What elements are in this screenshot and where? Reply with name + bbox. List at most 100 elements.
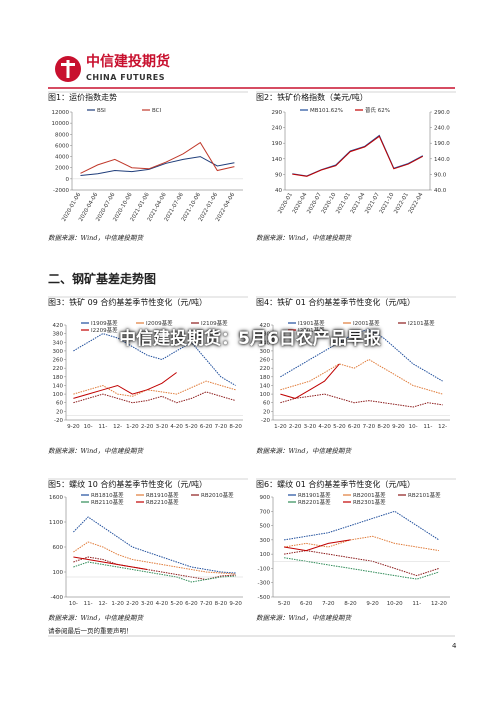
x-tick-label: 3-20 <box>304 424 317 430</box>
y-tick-label: 340 <box>260 340 271 346</box>
y-tick-label: 300 <box>53 349 64 355</box>
x-tick-label: 6-20 <box>185 601 198 607</box>
y-tick-label: 90 <box>275 172 282 178</box>
y-tick-label: 700 <box>260 509 271 515</box>
x-tick-label: 12- <box>98 601 107 607</box>
y-tick-label: 180 <box>260 375 271 381</box>
series-line <box>280 393 443 408</box>
y-tick-label: 140 <box>53 383 64 389</box>
series-line <box>292 135 424 177</box>
series-line <box>73 333 236 386</box>
legend-label: MB101.62% <box>310 108 343 114</box>
y-tick-label: 900 <box>260 495 271 501</box>
y-tick-label: -500 <box>258 595 271 601</box>
legend-label: 普氏 62% <box>365 106 390 114</box>
figure-caption: 图1：运价指数走势 <box>48 92 117 102</box>
y-tick-label: 300 <box>260 349 271 355</box>
x-tick-label: 8-20 <box>215 601 228 607</box>
legend-label: I1909基差 <box>91 319 118 327</box>
y-tick-label: 1600 <box>49 495 63 501</box>
logo-icon <box>66 60 70 78</box>
x-tick-label: 11- <box>423 424 432 430</box>
y-tick-label: 260 <box>53 358 64 364</box>
y-tick-label: 1100 <box>49 520 63 526</box>
x-tick-label: 10- <box>84 424 93 430</box>
y-tick-label: 100 <box>260 392 271 398</box>
legend-label: RB2201基差 <box>298 498 331 506</box>
y-tick-label: 10000 <box>52 121 70 127</box>
x-tick-label: 12-20 <box>431 601 447 607</box>
series-line <box>284 550 440 577</box>
x-tick-label: 4-20 <box>156 601 169 607</box>
x-tick-label: 8-20 <box>344 601 357 607</box>
y-tick-label: 220 <box>53 366 64 372</box>
y-tick-label: 380 <box>53 332 64 338</box>
x-tick-label: 10- <box>69 601 78 607</box>
x-tick-label: 9-20 <box>67 424 80 430</box>
y-tick-label: 100 <box>53 570 64 576</box>
x-tick-label: 2022-04 <box>408 192 425 215</box>
y-tick-label: 20 <box>56 409 63 415</box>
series-line <box>80 156 235 176</box>
legend-label: I2009基差 <box>146 319 173 327</box>
x-tick-label: 2-20 <box>126 601 139 607</box>
figure-caption: 图2：铁矿价格指数（美元/吨） <box>256 92 368 102</box>
x-tick-label: 4-20 <box>170 424 183 430</box>
y-tick-label: 340 <box>53 340 64 346</box>
legend-label: RB2001基差 <box>353 491 386 499</box>
legend-label: RB1910基差 <box>146 491 179 499</box>
y-tick-label: 380 <box>260 332 271 338</box>
logo-en: CHINA FUTURES <box>86 73 165 82</box>
y-tick-label: 140 <box>260 383 271 389</box>
x-tick-label: 9-20 <box>392 424 405 430</box>
y-tick-label: 40 <box>275 188 282 194</box>
y-tick-label: 12000 <box>52 110 70 116</box>
y-tick-label: 20 <box>263 409 270 415</box>
y-tick-label: 290 <box>272 110 283 116</box>
series-line <box>73 380 236 397</box>
x-tick-label: 3-20 <box>141 601 154 607</box>
series-line <box>73 372 177 399</box>
y-tick-label: 190 <box>272 141 283 147</box>
y-tick-label: -20 <box>54 418 63 424</box>
y-tick-label: 600 <box>53 545 64 551</box>
x-tick-label: 10-20 <box>387 601 403 607</box>
legend-label: RB2210基差 <box>146 498 179 506</box>
y-tick-label: 100 <box>53 392 64 398</box>
figure-source: 数据来源：Wind，中信建投期货 <box>256 234 352 242</box>
series-line <box>280 328 443 382</box>
x-tick-label: 6-20 <box>300 601 313 607</box>
y-tick-label: -2000 <box>53 188 69 194</box>
x-tick-label: 8-20 <box>377 424 390 430</box>
x-tick-label: 6-20 <box>348 424 361 430</box>
x-tick-label: 1-20 <box>274 424 287 430</box>
section-heading: 二、钢矿基差走势图 <box>48 271 156 286</box>
y-tick-label: 420 <box>53 323 64 329</box>
logo-cn: 中信建投期货 <box>86 53 170 70</box>
footer: 请参阅最后一页的重要声明！ <box>48 626 133 635</box>
legend-label: I2109基差 <box>201 319 228 327</box>
x-tick-label: 5-20 <box>185 424 198 430</box>
y-tick-label: 6000 <box>55 143 69 149</box>
series-line <box>280 358 443 395</box>
series-line <box>80 141 235 174</box>
y-tick-label: 40.0 <box>434 188 447 194</box>
x-tick-label: 11- <box>98 424 107 430</box>
y-tick-label: 260 <box>260 358 271 364</box>
y-tick-label: 60 <box>263 401 270 407</box>
y-tick-label: 0 <box>66 177 70 183</box>
series-line <box>73 391 236 404</box>
overlay-title: 中信建投期货：5月6日农产品早报 <box>119 329 381 349</box>
figure-source: 数据来源：Wind，中信建投期货 <box>48 447 144 455</box>
series-line <box>73 556 236 581</box>
figure-caption: 图6：螺纹 01 合约基差季节性变化（元/吨） <box>256 479 415 489</box>
x-tick-label: 12- <box>438 424 447 430</box>
legend-label: RB2110基差 <box>91 498 124 506</box>
y-tick-label: 220 <box>260 366 271 372</box>
series-line <box>73 556 148 570</box>
y-tick-label: 8000 <box>55 132 69 138</box>
y-tick-label: -20 <box>261 418 270 424</box>
figure-source: 数据来源：Wind，中信建投期货 <box>256 447 352 455</box>
figure-caption: 图3：铁矿 09 合约基差季节性变化（元/吨） <box>48 297 207 307</box>
